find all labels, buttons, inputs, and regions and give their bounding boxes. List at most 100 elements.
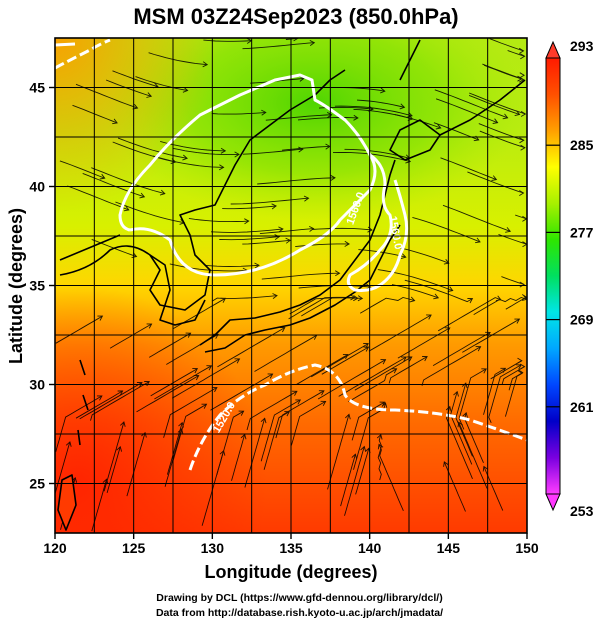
streamline-arrowhead	[220, 147, 227, 154]
streamline	[117, 137, 188, 159]
streamline-arrowhead	[475, 346, 482, 352]
streamline	[216, 410, 244, 476]
streamline	[261, 272, 340, 280]
streamline-arrowhead	[462, 412, 468, 418]
streamline	[295, 354, 349, 386]
streamline	[242, 42, 315, 50]
streamline-arrowhead	[65, 441, 72, 447]
streamline	[281, 145, 330, 151]
y-axis-label: Latitude (degrees)	[6, 208, 26, 364]
y-tick-label: 40	[29, 179, 45, 195]
streamline-arrowhead	[351, 453, 358, 460]
streamline	[462, 318, 520, 353]
x-tick-label: 125	[122, 540, 146, 556]
streamline	[152, 155, 224, 168]
streamline-arrowhead	[514, 318, 521, 324]
lat-lon-grid	[55, 38, 527, 533]
streamline	[230, 197, 309, 205]
streamline-arrowhead	[447, 286, 454, 292]
streamline-arrowhead	[132, 103, 139, 110]
streamline-arrowhead	[261, 109, 267, 116]
streamline-arrowhead	[141, 431, 147, 438]
streamline	[488, 364, 522, 423]
streamline	[388, 356, 428, 384]
streamline	[254, 334, 317, 372]
streamline	[148, 52, 208, 66]
streamline-arrowhead	[409, 296, 416, 303]
streamline-arrowhead	[400, 253, 407, 260]
streamline	[458, 368, 487, 430]
streamline-arrowhead	[201, 403, 208, 409]
streamline-arrowhead	[519, 363, 526, 370]
streamline-arrowhead	[360, 445, 367, 452]
streamline-arrowhead	[505, 227, 512, 233]
streamline-arrowhead	[453, 390, 459, 397]
streamline	[90, 381, 150, 421]
colorbar-ticks: 253 261 269 277 285 293	[546, 38, 594, 519]
x-axis-label: Longitude (degrees)	[204, 562, 377, 582]
streamline	[312, 227, 373, 231]
streamline	[222, 205, 277, 210]
streamline	[377, 269, 453, 292]
streamline-arrowhead	[344, 240, 350, 247]
streamline	[205, 264, 260, 267]
streamline-arrowhead	[267, 373, 274, 379]
streamline-arrowhead	[482, 465, 489, 472]
colorbar: 253 261 269 277 285 293	[545, 38, 594, 519]
streamline	[148, 332, 191, 358]
coastlines	[57, 39, 526, 531]
streamline	[397, 246, 449, 264]
streamline	[353, 402, 386, 470]
streamline-arrowhead	[177, 428, 184, 435]
streamline-arrowhead	[146, 92, 153, 98]
streamline	[203, 39, 252, 42]
streamline	[338, 356, 407, 397]
streamline	[135, 76, 188, 91]
y-tick-label: 35	[29, 278, 45, 294]
streamline-arrowhead	[520, 111, 527, 117]
streamline	[404, 279, 473, 303]
streamline-arrowhead	[445, 405, 452, 412]
streamline-arrowhead	[481, 368, 487, 374]
x-tick-label: 140	[358, 540, 382, 556]
streamline-arrowhead	[285, 237, 292, 244]
y-tick-label: 45	[29, 80, 45, 96]
streamline-arrowhead	[284, 411, 291, 417]
y-axis-ticks: 25 30 35 40 45	[29, 80, 55, 492]
coastline-korea-peninsula	[149, 254, 206, 326]
streamline-arrowhead	[139, 192, 146, 199]
y-tick-label: 25	[29, 476, 45, 492]
streamline-arrowhead	[291, 390, 298, 396]
streamline	[450, 391, 473, 465]
streamline	[483, 466, 504, 511]
streamline	[504, 372, 523, 417]
streamline-arrowhead	[467, 298, 474, 304]
streamline	[154, 365, 212, 400]
streamline	[259, 228, 314, 235]
streamline-arrowhead	[159, 189, 166, 196]
streamline-arrowhead	[519, 137, 525, 144]
colorbar-tick-label: 285	[570, 137, 594, 153]
streamline	[173, 147, 240, 156]
contour-1560-east	[346, 153, 409, 292]
streamline-arrowhead	[433, 293, 440, 300]
x-tick-label: 120	[43, 540, 67, 556]
streamline	[482, 63, 522, 80]
streamline	[468, 94, 520, 115]
streamline-arrowhead	[344, 413, 351, 420]
streamline	[75, 83, 138, 109]
streamline	[295, 243, 350, 248]
streamline	[483, 367, 506, 415]
streamline	[356, 99, 405, 108]
streamline-arrowhead	[234, 151, 240, 158]
streamline-arrowhead	[308, 225, 315, 232]
streamline-arrowhead	[517, 75, 523, 82]
streamline-arrowhead	[443, 461, 449, 467]
geopotential-contours	[55, 38, 527, 471]
colorbar-tick-label: 253	[570, 503, 594, 519]
streamline-arrowhead	[357, 295, 364, 302]
streamline	[458, 422, 488, 489]
streamline-arrowhead	[363, 343, 369, 349]
streamline	[188, 217, 249, 223]
streamline	[136, 375, 199, 413]
